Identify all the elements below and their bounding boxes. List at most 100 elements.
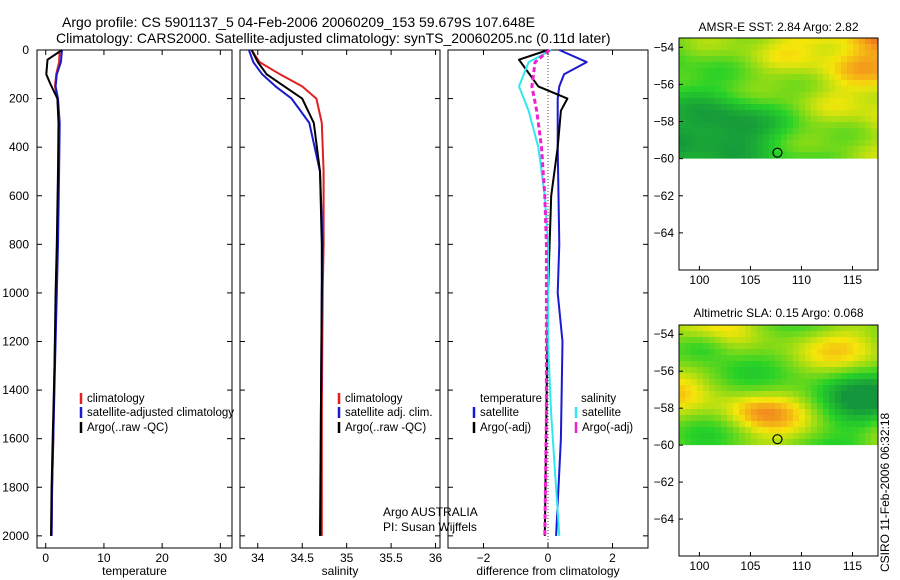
map-1-cell bbox=[817, 86, 823, 92]
map-1-cell bbox=[841, 62, 847, 68]
map-2-cell bbox=[715, 439, 721, 445]
map-2-cell bbox=[847, 403, 853, 409]
map-2-cell bbox=[811, 403, 817, 409]
map-2-cell bbox=[835, 439, 841, 445]
map-2-cell bbox=[817, 403, 823, 409]
map-1-cell bbox=[775, 50, 781, 56]
map-2-cell bbox=[775, 355, 781, 361]
map-2-cell bbox=[709, 373, 715, 379]
map-2-cell bbox=[817, 385, 823, 391]
map-2-cell bbox=[823, 415, 829, 421]
map-1-cell bbox=[799, 134, 805, 140]
map-2-cell bbox=[703, 325, 709, 331]
map-2-cell bbox=[871, 397, 877, 403]
map-1-cell bbox=[871, 92, 877, 98]
map-2-cell bbox=[847, 343, 853, 349]
map-2-cell bbox=[757, 385, 763, 391]
map-1-cell bbox=[805, 116, 811, 122]
map-1-cell bbox=[739, 128, 745, 134]
map-2-cell bbox=[679, 337, 685, 343]
map-2-cell bbox=[751, 433, 757, 439]
map-1-cell bbox=[787, 62, 793, 68]
panel-3-xtick-label: −2 bbox=[477, 551, 491, 565]
map-2-cell bbox=[697, 343, 703, 349]
map-1-cell bbox=[727, 104, 733, 110]
map-2-cell bbox=[703, 361, 709, 367]
map-2-cell bbox=[811, 331, 817, 337]
map-2-cell bbox=[691, 367, 697, 373]
map-1-cell bbox=[805, 128, 811, 134]
map-2-cell bbox=[871, 433, 877, 439]
map-1-cell bbox=[865, 38, 871, 44]
map-2-cell bbox=[733, 391, 739, 397]
map-1-cell bbox=[757, 50, 763, 56]
map-2-cell bbox=[865, 385, 871, 391]
map-2-cell bbox=[679, 355, 685, 361]
map-1-cell bbox=[721, 152, 727, 158]
map-2-cell bbox=[841, 349, 847, 355]
map-2-cell bbox=[727, 433, 733, 439]
map-1-cell bbox=[691, 92, 697, 98]
map-1-cell bbox=[859, 134, 865, 140]
map-1-cell bbox=[679, 116, 685, 122]
map-1-cell bbox=[769, 98, 775, 104]
map-2-cell bbox=[679, 433, 685, 439]
map-2-cell bbox=[751, 421, 757, 427]
map-1-cell bbox=[775, 92, 781, 98]
map-1-cell bbox=[823, 122, 829, 128]
map-1-cell bbox=[733, 86, 739, 92]
map-2-cell bbox=[751, 397, 757, 403]
map-2-cell bbox=[763, 439, 769, 445]
map-1-cell bbox=[859, 68, 865, 74]
map-2-cell bbox=[763, 409, 769, 415]
map-1-cell bbox=[847, 44, 853, 50]
map-2-cell bbox=[739, 391, 745, 397]
map-1-cell bbox=[817, 44, 823, 50]
map-1-cell bbox=[739, 146, 745, 152]
map-1-cell bbox=[847, 158, 853, 159]
map-1-cell bbox=[751, 122, 757, 128]
map-1-cell bbox=[751, 86, 757, 92]
map-1-cell bbox=[679, 146, 685, 152]
map-2-cell bbox=[847, 385, 853, 391]
map-1-cell bbox=[853, 62, 859, 68]
map-2-cell bbox=[835, 385, 841, 391]
map-2-cell bbox=[799, 403, 805, 409]
map-2-cell bbox=[871, 385, 877, 391]
map-1-cell bbox=[829, 122, 835, 128]
map-1-cell bbox=[703, 92, 709, 98]
map-1-cell bbox=[733, 98, 739, 104]
map-2-cell bbox=[823, 433, 829, 439]
map-1-cell bbox=[739, 50, 745, 56]
map-1-cell bbox=[703, 86, 709, 92]
map-2-cell bbox=[715, 421, 721, 427]
map-1-cell bbox=[817, 74, 823, 80]
map-1-cell bbox=[859, 38, 865, 44]
map-2-xtick-label: 100 bbox=[689, 559, 709, 573]
map-2-cell bbox=[841, 391, 847, 397]
map-2-cell bbox=[721, 367, 727, 373]
map-2-cell bbox=[871, 337, 877, 343]
map-1-xtick-label: 100 bbox=[689, 273, 709, 287]
map-1-cell bbox=[865, 128, 871, 134]
map-1-cell bbox=[835, 98, 841, 104]
map-2-cell bbox=[787, 421, 793, 427]
map-2-cell bbox=[781, 421, 787, 427]
map-2-cell bbox=[697, 373, 703, 379]
map-2-ytick-label: −54 bbox=[654, 327, 675, 341]
map-1-cell bbox=[853, 50, 859, 56]
panel-3-series-4 bbox=[530, 48, 551, 536]
map-1-cell bbox=[745, 56, 751, 62]
map-1-cell bbox=[853, 92, 859, 98]
map-2-cell bbox=[859, 391, 865, 397]
map-1-cell bbox=[685, 146, 691, 152]
map-1-cell bbox=[763, 128, 769, 134]
map-1-cell bbox=[829, 92, 835, 98]
map-1-cell bbox=[697, 50, 703, 56]
map-1-cell bbox=[709, 104, 715, 110]
map-1-cell bbox=[697, 134, 703, 140]
map-2-cell bbox=[859, 385, 865, 391]
map-1-cell bbox=[679, 74, 685, 80]
map-1-cell bbox=[859, 56, 865, 62]
map-1-ytick-label: −56 bbox=[654, 77, 675, 91]
